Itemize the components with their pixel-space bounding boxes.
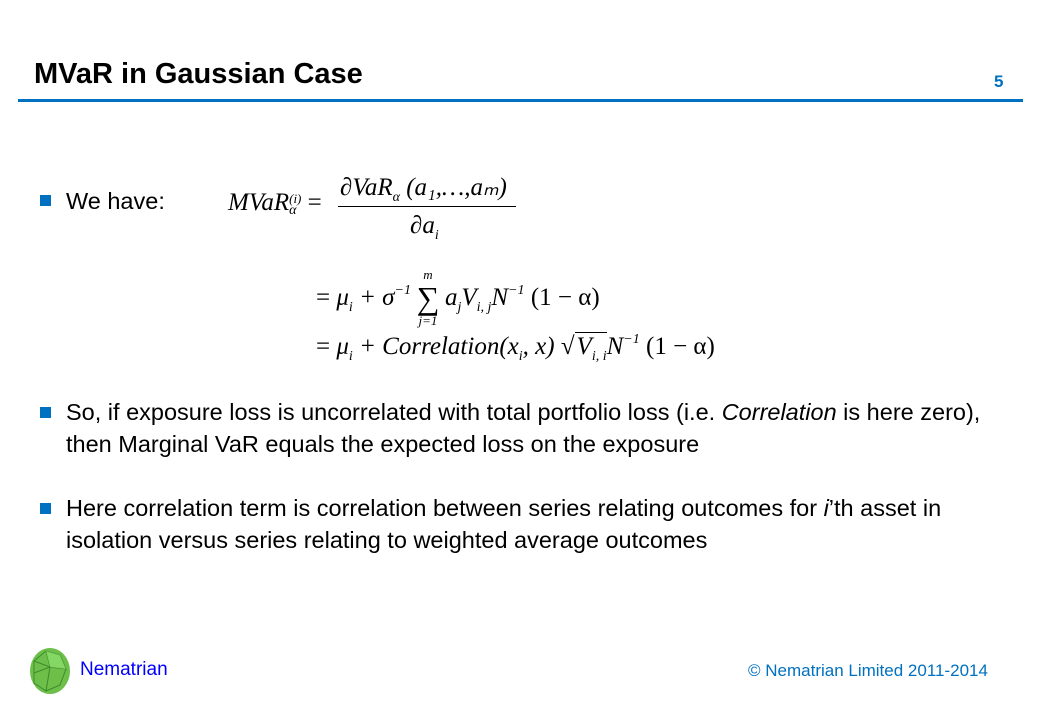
text-run: So, if exposure loss is uncorrelated wit… <box>66 399 722 425</box>
text-run: Here correlation term is correlation bet… <box>66 495 824 521</box>
eq-term: N <box>491 284 509 311</box>
eq-sub: i, i <box>591 349 607 364</box>
eq-sign: = <box>307 189 322 216</box>
bullet-text: We have: <box>66 188 165 214</box>
eq-term: (1 − α) <box>530 284 600 311</box>
eq-sub: i, j <box>476 300 492 315</box>
eq-term: + Correlation(x <box>359 333 519 360</box>
bullet-text: So, if exposure loss is uncorrelated wit… <box>66 396 1006 460</box>
sqrt-body: Vi, i <box>574 332 607 364</box>
eq-sub: i <box>348 300 353 315</box>
eq-term: V <box>576 333 592 360</box>
bullet-icon <box>40 503 51 514</box>
slide-title: MVaR in Gaussian Case <box>34 58 363 90</box>
eq-sup: −1 <box>508 283 525 298</box>
eq-sign: = <box>316 333 331 360</box>
eq-sub: j <box>457 300 462 315</box>
eq-term: N <box>606 333 624 360</box>
sum-upper: m <box>423 267 433 282</box>
eq-term: V <box>461 284 477 311</box>
eq-sign: = <box>316 284 331 311</box>
eq-sub: α <box>289 203 297 218</box>
eq-term: (1 − α) <box>646 333 715 360</box>
eq-term: ∂a <box>410 212 435 239</box>
fraction-line <box>338 206 516 207</box>
eq-term: ∂VaR <box>340 174 393 201</box>
eq-term: μ <box>336 333 349 360</box>
eq-term: μ <box>336 284 349 311</box>
bullet-icon <box>40 195 51 206</box>
equation-line-3: = μi + Correlation(xi, x) √Vi, iN−1 (1 −… <box>316 332 715 365</box>
text-emphasis: Correlation <box>721 399 837 425</box>
equation-line-2: = μi + σ−1 m ∑ j=1 ajVi, jN−1 (1 − α) <box>316 268 600 328</box>
eq-sub: i <box>434 228 439 243</box>
eq-sub: i <box>348 349 353 364</box>
equation-numerator: ∂VaRα (a₁,…,aₘ) <box>340 172 507 206</box>
eq-sup: −1 <box>623 332 640 347</box>
equation-denominator: ∂ai <box>410 212 439 244</box>
text-emphasis: i <box>823 495 829 521</box>
title-divider <box>18 99 1023 102</box>
page-number: 5 <box>994 72 1004 91</box>
sum-lower: j=1 <box>418 313 438 328</box>
footer-copyright: © Nematrian Limited 2011-2014 <box>748 661 988 680</box>
sum-icon: ∑ <box>416 280 440 316</box>
text-run: is here zero), then Marginal VaR equals … <box>66 399 981 457</box>
eq-sup: (i) <box>289 191 302 206</box>
eq-term: MVaR <box>228 189 290 216</box>
bullet-text: Here correlation term is correlation bet… <box>66 492 1006 556</box>
eq-term: a <box>444 284 458 311</box>
text-run: ’th asset in isolation versus series rel… <box>66 495 942 553</box>
eq-sub: α <box>392 190 400 205</box>
eq-sub: i <box>518 349 523 364</box>
eq-term: + σ <box>359 284 395 311</box>
eq-sup: −1 <box>394 283 411 298</box>
nematrian-logo-icon <box>30 648 70 694</box>
footer-brand: Nematrian <box>80 659 168 680</box>
sqrt-icon: √ <box>560 333 575 360</box>
equation-lhs: MVaR (i) α = <box>228 189 322 218</box>
bullet-icon <box>40 407 51 418</box>
eq-term: , x) <box>522 333 555 360</box>
eq-term: (a₁,…,aₘ) <box>406 174 507 201</box>
